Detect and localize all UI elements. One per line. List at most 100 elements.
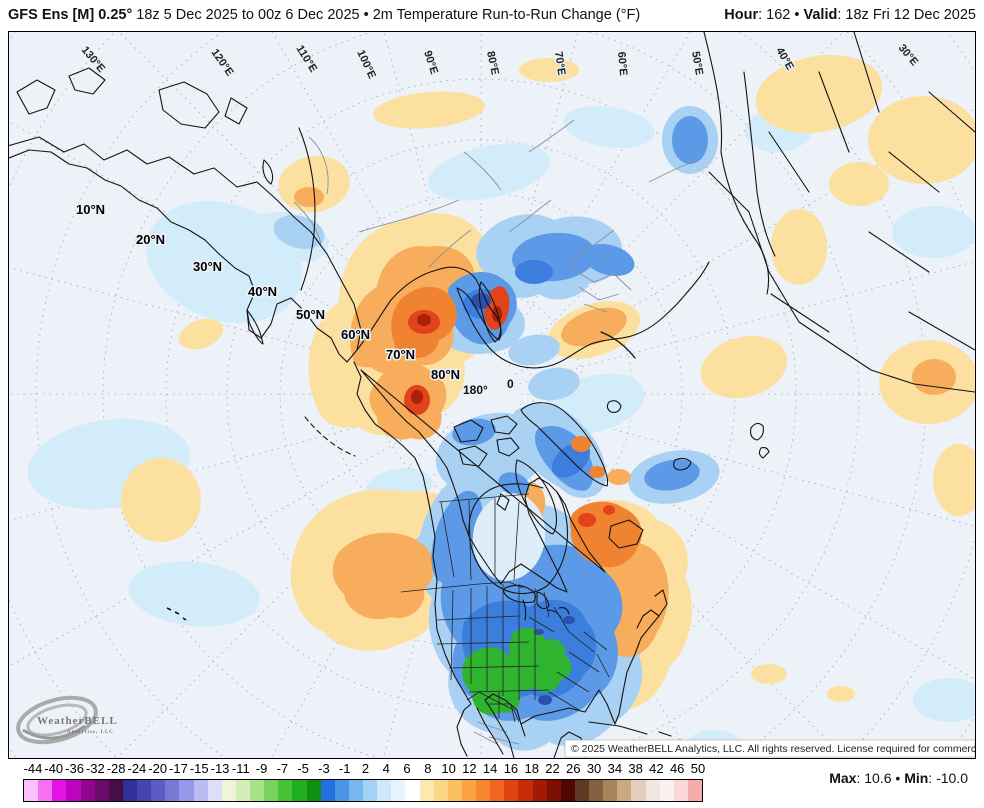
colorbar-cell: [137, 780, 152, 801]
colorbar-tick: 10: [441, 761, 456, 776]
colorbar-cell: [334, 780, 349, 801]
max-label: Max: [829, 770, 857, 786]
colorbar-cell: [673, 780, 688, 801]
colorbar-cell: [377, 780, 392, 801]
colorbar-cell: [250, 780, 265, 801]
colorbar-cell: [80, 780, 95, 801]
colorbar-tick: -32: [85, 761, 105, 776]
colorbar-cell: [687, 780, 702, 801]
colorbar-cell: [645, 780, 660, 801]
colorbar-tick: -40: [44, 761, 64, 776]
meridian-label: 180°: [463, 383, 488, 397]
copyright-strip: © 2025 WeatherBELL Analytics, LLC. All r…: [564, 739, 975, 758]
colorbar-cell: [532, 780, 547, 801]
latitude-label: 40°N: [248, 284, 277, 299]
colorbar-tick: -3: [318, 761, 330, 776]
colorbar-tick: -13: [210, 761, 230, 776]
latitude-label: 70°N: [386, 347, 415, 362]
colorbar-cell: [66, 780, 81, 801]
longitude-label: 60°E: [615, 51, 629, 76]
colorbar-cell: [476, 780, 491, 801]
colorbar-tick: -11: [231, 761, 250, 776]
colorbar-tick: 8: [424, 761, 432, 776]
colorbar-cell: [447, 780, 462, 801]
colorbar-tick: -28: [106, 761, 126, 776]
latitude-label: 30°N: [193, 259, 222, 274]
longitude-label: 100°E: [354, 48, 378, 80]
colorbar: [23, 779, 703, 802]
colorbar-cell: [574, 780, 589, 801]
colorbar-cell: [490, 780, 505, 801]
colorbar-tick: -7: [276, 761, 289, 776]
longitude-label: 90°E: [421, 49, 440, 76]
latitude-label: 80°N: [431, 367, 460, 382]
colorbar-cell: [391, 780, 406, 801]
colorbar-tick: 26: [566, 761, 581, 776]
colorbar-tick: 2: [361, 761, 370, 776]
meridian-label: 0: [507, 377, 514, 391]
logo-subtext: Analytics, LLC: [67, 730, 114, 735]
max-value: : 10.6 •: [856, 770, 905, 786]
colorbar-tick: 6: [403, 761, 411, 776]
valid-value: : 18z Fri 12 Dec 2025: [837, 7, 976, 23]
colorbar-tick: 50: [690, 761, 706, 776]
colorbar-tick: 4: [382, 761, 390, 776]
colorbar-cell: [38, 780, 53, 801]
colorbar-tick: 42: [649, 761, 664, 776]
colorbar-tick: -44: [23, 761, 43, 776]
temperature-anomaly-shading: [27, 54, 975, 758]
colorbar-tick: 46: [669, 761, 685, 776]
colorbar-tick: 34: [607, 761, 623, 776]
latitude-label: 10°N: [76, 202, 105, 217]
weatherbell-logo: WeatherBELL Analytics, LLC: [16, 695, 118, 745]
map-frame[interactable]: 10°N 20°N 30°N 40°N 50°N 60°N 70°N 80°N 130°E 120…: [8, 31, 976, 759]
admin-borders: [293, 119, 700, 745]
colorbar-tick: 12: [462, 761, 477, 776]
logo-text: WeatherBELL: [37, 715, 118, 727]
colorbar-cell: [631, 780, 646, 801]
colorbar-tick: 30: [586, 761, 602, 776]
colorbar-cell: [419, 780, 434, 801]
colorbar-cell: [24, 780, 39, 801]
colorbar-cell: [235, 780, 250, 801]
colorbar-cell: [221, 780, 236, 801]
colorbar-tick: -17: [169, 761, 188, 776]
longitude-label: 110°E: [293, 43, 319, 74]
colorbar-cell: [461, 780, 476, 801]
valid-label: Valid: [803, 7, 838, 23]
colorbar-cell: [348, 780, 363, 801]
latitude-label: 60°N: [341, 327, 370, 342]
model-name: GFS Ens [M] 0.25°: [8, 7, 133, 23]
colorbar-cell: [518, 780, 533, 801]
colorbar-cell: [589, 780, 604, 801]
colorbar-tick: -1: [338, 761, 351, 776]
colorbar-cell: [320, 780, 335, 801]
colorbar-cell: [193, 780, 208, 801]
colorbar-tick: -24: [127, 761, 147, 776]
longitude-label: 70°E: [552, 51, 567, 76]
longitude-label: 80°E: [484, 50, 501, 76]
min-label: Min: [904, 770, 929, 786]
colorbar-cell: [94, 780, 109, 801]
min-value: : -10.0: [928, 770, 968, 786]
colorbar-cell: [151, 780, 166, 801]
longitude-label: 50°E: [689, 50, 705, 76]
colorbar-cell: [363, 780, 378, 801]
title-detail: 18z 5 Dec 2025 to 00z 6 Dec 2025 • 2m Te…: [132, 7, 641, 23]
valid-time-info: Hour: 162 • Valid: 18z Fri 12 Dec 2025: [724, 7, 976, 23]
colorbar-tick: -5: [297, 761, 309, 776]
colorbar-cell: [122, 780, 137, 801]
colorbar-tick: -36: [65, 761, 84, 776]
colorbar-cell: [603, 780, 618, 801]
copyright-text: © 2025 WeatherBELL Analytics, LLC. All r…: [571, 743, 975, 755]
max-min-readout: Max: 10.6 • Min: -10.0: [829, 770, 968, 786]
colorbar-tick: -20: [148, 761, 168, 776]
colorbar-tick-labels: -44 -40 -36 -32 -28 -24 -20 -17 -15 -13 -11 -9 -7 -5-…: [0, 761, 984, 777]
colorbar-cell: [659, 780, 674, 801]
colorbar-cell: [405, 780, 420, 801]
colorbar-cell: [264, 780, 279, 801]
colorbar-cell: [108, 780, 123, 801]
colorbar-cell: [546, 780, 561, 801]
colorbar-cell: [207, 780, 222, 801]
